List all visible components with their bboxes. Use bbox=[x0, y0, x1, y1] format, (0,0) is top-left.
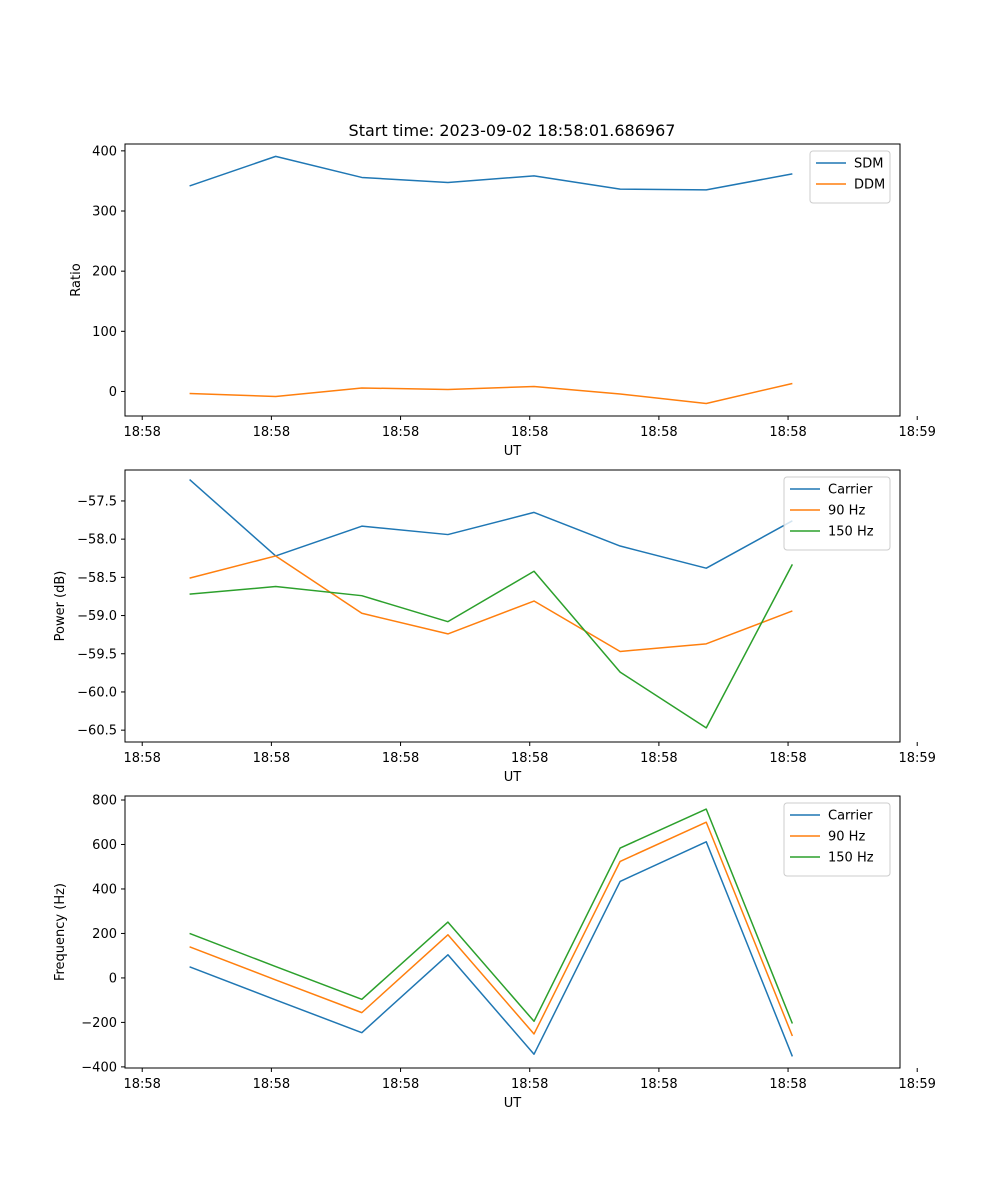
x-tick-label-2-5: 18:58 bbox=[640, 751, 677, 766]
figure-title: Start time: 2023-09-02 18:58:01.686967 bbox=[349, 121, 676, 140]
x-tick-label-2-3: 18:58 bbox=[382, 751, 419, 766]
y-tick-label-2-2: −58.0 bbox=[77, 533, 117, 548]
x-tick-label-3-4: 18:58 bbox=[511, 1077, 548, 1092]
y-tick-label-1-3: 200 bbox=[92, 265, 117, 280]
legend-label-3-carrier: Carrier bbox=[828, 809, 873, 824]
y-tick-label-1-2: 100 bbox=[92, 325, 117, 340]
x-tick-label-2-6: 18:58 bbox=[769, 751, 806, 766]
x-tick-label-3-5: 18:58 bbox=[640, 1077, 677, 1092]
legend-2: Carrier 90 Hz 150 Hz bbox=[783, 476, 891, 551]
chart-panel-3: 18:58 18:58 18:58 18:58 18:58 18:58 18:59 800 60… bbox=[53, 794, 936, 1111]
x-tick-label-2-1: 18:58 bbox=[123, 751, 160, 766]
legend-3: Carrier 90 Hz 150 Hz bbox=[783, 802, 891, 877]
y-axis-label-3: Frequency (Hz) bbox=[53, 883, 68, 981]
x-tick-label-1-5: 18:58 bbox=[640, 425, 677, 440]
x-tick-label-1-6: 18:58 bbox=[769, 425, 806, 440]
x-tick-label-1-4: 18:58 bbox=[511, 425, 548, 440]
x-tick-label-2-7: 18:59 bbox=[898, 751, 935, 766]
y-tick-label-2-5: −59.5 bbox=[77, 647, 117, 662]
series-line-3-150-hz bbox=[189, 808, 794, 1024]
y-tick-label-3-1: 800 bbox=[92, 794, 117, 809]
y-tick-label-1-1: 0 bbox=[109, 385, 117, 400]
y-tick-label-2-4: −59.0 bbox=[77, 609, 117, 624]
chart-panel-1: 18:58 18:58 18:58 18:58 18:58 18:58 18:59 0 100 2… bbox=[69, 143, 936, 459]
x-tick-label-3-7: 18:59 bbox=[898, 1077, 935, 1092]
legend-1: SDM DDM bbox=[809, 150, 891, 204]
chart-panel-2: 18:58 18:58 18:58 18:58 18:58 18:58 18:59 −57.5… bbox=[53, 469, 936, 785]
axes-frame-2 bbox=[124, 469, 901, 743]
x-tick-label-2-2: 18:58 bbox=[253, 751, 290, 766]
x-tick-label-2-4: 18:58 bbox=[511, 751, 548, 766]
series-line-2-carrier bbox=[189, 478, 793, 569]
y-tick-label-3-4: 200 bbox=[92, 927, 117, 942]
legend-label-3-90-hz: 90 Hz bbox=[828, 830, 865, 845]
x-tick-label-3-2: 18:58 bbox=[253, 1077, 290, 1092]
series-line-2-90-hz bbox=[189, 555, 793, 653]
legend-label-2-carrier: Carrier bbox=[828, 483, 873, 498]
y-tick-label-2-1: −57.5 bbox=[77, 494, 117, 509]
series-line-3-90-hz bbox=[189, 821, 794, 1037]
legend-label-1-ddm: DDM bbox=[854, 178, 885, 193]
axes-frame-3 bbox=[124, 795, 901, 1069]
axes-frame-1 bbox=[124, 143, 901, 417]
x-tick-label-1-3: 18:58 bbox=[382, 425, 419, 440]
x-tick-label-3-3: 18:58 bbox=[382, 1077, 419, 1092]
legend-box-1 bbox=[809, 150, 891, 204]
y-tick-label-2-6: −60.0 bbox=[77, 685, 117, 700]
y-tick-label-3-7: −400 bbox=[81, 1060, 117, 1075]
y-tick-label-3-6: −200 bbox=[81, 1016, 117, 1031]
legend-label-2-90-hz: 90 Hz bbox=[828, 504, 865, 519]
y-tick-label-2-3: −58.5 bbox=[77, 571, 117, 586]
y-tick-label-2-7: −60.5 bbox=[77, 724, 117, 739]
x-axis-label-2: UT bbox=[504, 770, 522, 785]
y-tick-label-3-3: 400 bbox=[92, 882, 117, 897]
series-line-2-150-hz bbox=[189, 564, 794, 729]
legend-label-3-150-hz: 150 Hz bbox=[828, 851, 874, 866]
series-line-3-carrier bbox=[189, 841, 794, 1057]
y-axis-label-1: Ratio bbox=[69, 263, 84, 296]
x-axis-label-3: UT bbox=[504, 1096, 522, 1111]
x-tick-label-1-2: 18:58 bbox=[253, 425, 290, 440]
legend-label-2-150-hz: 150 Hz bbox=[828, 525, 874, 540]
x-tick-label-1-7: 18:59 bbox=[898, 425, 935, 440]
series-line-1-ddm bbox=[189, 382, 793, 405]
y-tick-label-1-4: 300 bbox=[92, 205, 117, 220]
x-axis-label-1: UT bbox=[504, 444, 522, 459]
series-line-1-sdm bbox=[189, 155, 793, 191]
y-tick-label-3-2: 600 bbox=[92, 838, 117, 853]
legend-label-1-sdm: SDM bbox=[854, 157, 883, 172]
y-tick-label-3-5: 0 bbox=[109, 971, 117, 986]
x-tick-label-3-1: 18:58 bbox=[123, 1077, 160, 1092]
x-tick-label-1-1: 18:58 bbox=[123, 425, 160, 440]
y-axis-label-2: Power (dB) bbox=[53, 571, 68, 642]
y-tick-label-1-5: 400 bbox=[92, 144, 117, 159]
x-tick-label-3-6: 18:58 bbox=[769, 1077, 806, 1092]
